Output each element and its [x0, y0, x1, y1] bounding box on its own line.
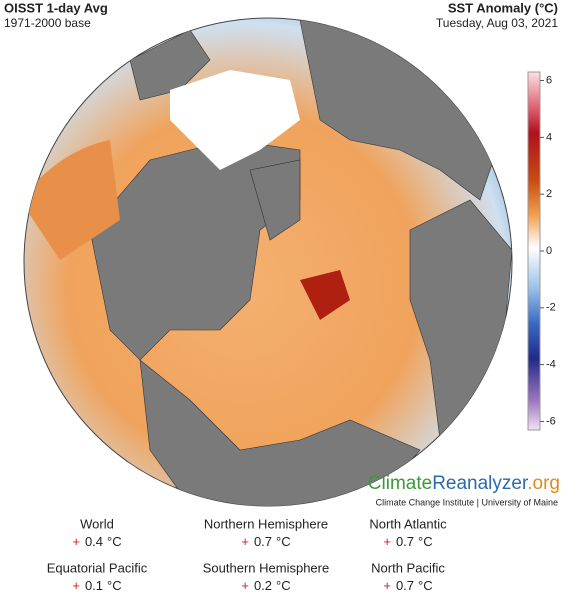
stat-sign: +	[241, 578, 249, 593]
stat-value: +0.7 °C	[383, 578, 432, 593]
stat-unit: °C	[107, 578, 122, 593]
stat-value: +0.2 °C	[241, 578, 290, 593]
stat-sign: +	[72, 578, 80, 593]
stat-sign: +	[383, 578, 391, 593]
institute: Climate Change Institute | University of…	[376, 497, 558, 507]
stat-number: 0.4	[85, 534, 103, 549]
stat-unit: °C	[276, 534, 291, 549]
stat-number: 0.7	[396, 578, 414, 593]
metric: SST Anomaly (°C)	[448, 0, 558, 15]
stat-sign: +	[241, 534, 249, 549]
stat-label: Equatorial Pacific	[47, 560, 148, 575]
globe	[23, 17, 513, 507]
stat-value: +0.7 °C	[241, 534, 290, 549]
stat-value: +0.1 °C	[72, 578, 121, 593]
stat-sign: +	[72, 534, 80, 549]
stat-label: North Atlantic	[369, 516, 447, 531]
stat-number: 0.1	[85, 578, 103, 593]
site-name: ClimateReanalyzer.org	[368, 473, 560, 494]
stat-unit: °C	[418, 578, 433, 593]
stat-number: 0.7	[254, 534, 272, 549]
stat-label: World	[80, 516, 114, 531]
date: Tuesday, Aug 03, 2021	[436, 16, 558, 30]
colorbar-tick-label: 4	[546, 131, 552, 143]
colorbar-tick-label: -6	[546, 415, 556, 427]
stat-number: 0.7	[396, 534, 414, 549]
stat-label: Northern Hemisphere	[204, 516, 328, 531]
stat-value: +0.4 °C	[72, 534, 121, 549]
stat-label: Southern Hemisphere	[203, 560, 329, 575]
colorbar-tick-label: 0	[546, 245, 552, 257]
site-part: .org	[527, 473, 560, 494]
colorbar-tick-label: -4	[546, 359, 556, 371]
site-part: Reanalyzer	[432, 473, 529, 494]
stat-label: North Pacific	[371, 560, 445, 575]
colorbar-tick-label: -2	[546, 302, 556, 314]
stat-number: 0.2	[254, 578, 272, 593]
colorbar-tick-label: 2	[546, 188, 552, 200]
site-part: Climate	[368, 473, 432, 494]
stat-unit: °C	[107, 534, 122, 549]
stat-value: +0.7 °C	[383, 534, 432, 549]
colorbar	[527, 71, 541, 431]
title: OISST 1-day Avg	[4, 0, 108, 15]
stat-unit: °C	[276, 578, 291, 593]
colorbar-tick-label: 6	[546, 74, 552, 86]
base-period: 1971-2000 base	[4, 16, 91, 30]
stat-unit: °C	[418, 534, 433, 549]
stat-sign: +	[383, 534, 391, 549]
